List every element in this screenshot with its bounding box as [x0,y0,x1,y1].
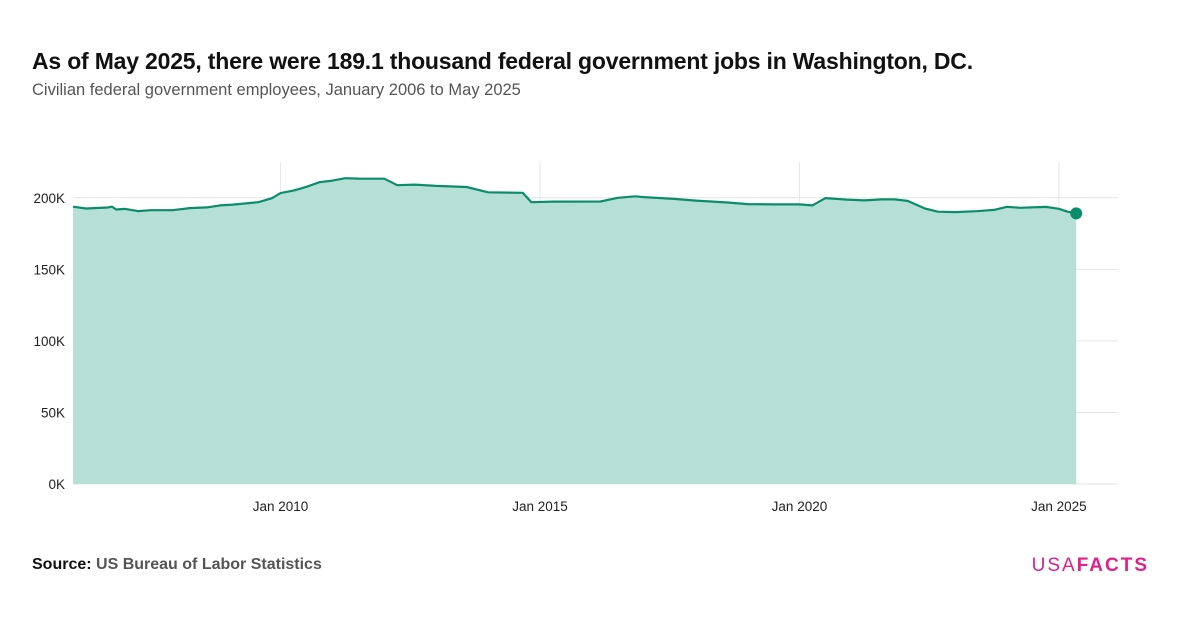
y-tick-label: 0K [48,477,65,492]
y-axis: 0K 50K 100K 150K 200K [33,191,65,492]
x-tick-label: Jan 2025 [1031,499,1087,514]
x-tick-label: Jan 2015 [512,499,568,514]
x-tick-label: Jan 2020 [772,499,828,514]
y-tick-label: 200K [33,191,65,206]
source-label: Source: [32,556,92,573]
last-point-marker [1070,207,1083,220]
source-note: Source: US Bureau of Labor Statistics [32,556,322,574]
y-tick-label: 50K [41,405,65,420]
logo-part-1: USA [1031,555,1077,576]
logo-part-2: FACTS [1076,555,1149,576]
area-fill [73,178,1077,484]
y-tick-label: 150K [33,262,65,277]
plot-area [72,177,1083,484]
usafacts-logo[interactable]: USAFACTS [1032,555,1149,577]
y-tick-label: 100K [33,334,65,349]
x-axis: Jan 2010 Jan 2015 Jan 2020 Jan 2025 [253,499,1087,514]
chart-subtitle: Civilian federal government employees, J… [32,81,521,99]
chart-title: As of May 2025, there were 189.1 thousan… [32,48,973,74]
x-tick-label: Jan 2010 [253,499,309,514]
source-text: US Bureau of Labor Statistics [96,556,322,573]
series-line [72,177,1077,215]
